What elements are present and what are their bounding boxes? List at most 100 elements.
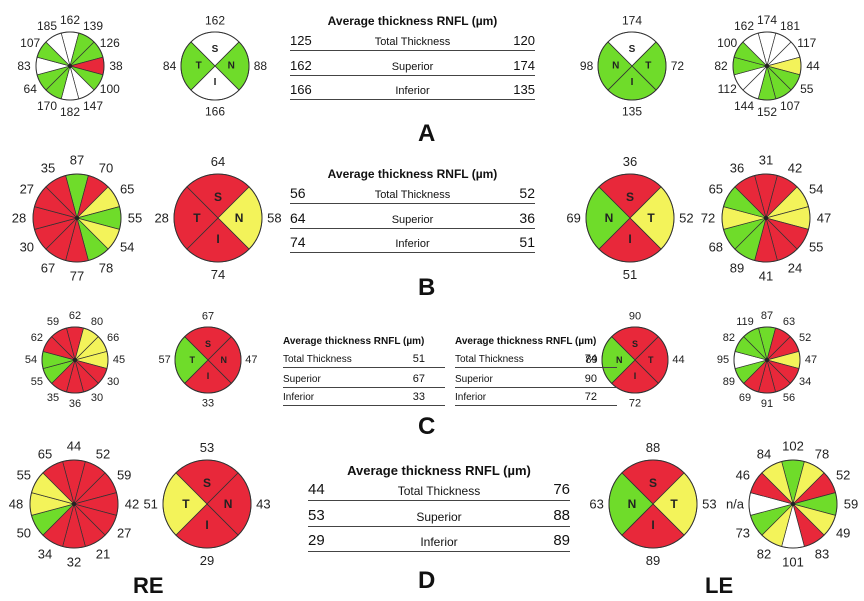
re-c-quadrant-chart: SN I T 67 47 33 57 xyxy=(158,311,257,410)
clock-label: 100 xyxy=(100,82,120,96)
clock-label: 48 xyxy=(9,497,23,512)
clock-label: 147 xyxy=(83,99,103,113)
table-row-inferior: 29 Inferior 89 xyxy=(308,528,570,552)
clock-label: 44 xyxy=(806,59,820,73)
row-label: Inferior xyxy=(420,535,458,549)
clock-label: 162 xyxy=(734,19,754,33)
re-value: 125 xyxy=(290,33,312,48)
clock-center xyxy=(765,358,769,362)
quadrant-letter: N xyxy=(612,61,619,72)
clock-label: 52 xyxy=(799,332,811,344)
table-row-superior: Superior 67 xyxy=(283,370,445,388)
clock-label: 73 xyxy=(736,526,750,541)
clock-label: 28 xyxy=(12,211,26,226)
clock-label: 77 xyxy=(70,269,84,284)
clock-outline xyxy=(732,31,802,101)
clock-label: 66 xyxy=(107,332,119,344)
row-label: Inferior xyxy=(395,238,430,250)
re-d-clock-chart: 44 52 59 42 27 21 32 34 50 48 55 65 xyxy=(9,439,139,570)
quadrant-letter: S xyxy=(629,44,636,55)
quadrant-value: 88 xyxy=(254,59,268,73)
clock-label: 52 xyxy=(96,446,110,461)
re-value: 162 xyxy=(290,58,312,73)
clock-label: 112 xyxy=(718,82,737,96)
row-label: Inferior xyxy=(455,392,487,403)
row-label: Superior xyxy=(455,374,493,385)
clock-label: 78 xyxy=(815,446,829,461)
clock-label: 44 xyxy=(67,439,81,454)
quadrant-letter: N xyxy=(235,211,244,225)
re-value: 33 xyxy=(412,391,425,403)
table-row-superior: 162 Superior 174 xyxy=(290,53,535,76)
clock-label: 82 xyxy=(723,332,735,344)
panel-letter-b: B xyxy=(418,274,436,301)
le-value: 88 xyxy=(553,507,570,524)
row-label: Superior xyxy=(283,374,321,385)
quadrant-value: 74 xyxy=(211,267,225,282)
clock-label: 55 xyxy=(128,211,142,226)
re-b-quadrant-chart: SN I T 64 58 74 28 xyxy=(154,154,281,282)
table-c-le: Average thickness RNFL (µm) Total Thickn… xyxy=(455,336,617,406)
quadrant-letter: I xyxy=(634,371,637,381)
quadrant-value: 88 xyxy=(646,440,660,455)
clock-label: 30 xyxy=(91,392,103,404)
quadrant-letter: N xyxy=(228,61,235,72)
clock-label: 34 xyxy=(38,547,52,562)
clock-center xyxy=(72,502,76,506)
clock-label: 36 xyxy=(69,398,81,410)
clock-label: 72 xyxy=(701,211,715,226)
row-label: Total Thickness xyxy=(283,354,352,365)
quadrant-value: 51 xyxy=(623,267,637,282)
quadrant-value: 166 xyxy=(205,104,225,118)
clock-label: 54 xyxy=(25,354,37,366)
table-title: Average thickness RNFL (µm) xyxy=(327,167,498,181)
clock-center xyxy=(73,358,77,362)
le-value: 52 xyxy=(519,185,535,201)
quadrant-letter: I xyxy=(205,518,208,532)
clock-outline xyxy=(35,31,105,101)
quadrant-value: 98 xyxy=(580,59,594,73)
quadrant-letter: S xyxy=(632,339,638,349)
clock-label: 101 xyxy=(782,555,804,570)
clock-label: 49 xyxy=(836,526,850,541)
clock-label: 102 xyxy=(782,439,804,454)
table-row-inferior: 74 Inferior 51 xyxy=(290,230,535,253)
row-label: Inferior xyxy=(395,85,430,97)
clock-label: 152 xyxy=(757,105,777,119)
table-row-total: 125 Total Thickness 120 xyxy=(290,28,535,51)
clock-label: 182 xyxy=(60,105,80,119)
table-row-total: 56 Total Thickness 52 xyxy=(290,181,535,204)
clock-label: 55 xyxy=(809,240,823,255)
clock-label: 54 xyxy=(120,240,134,255)
table-a: Average thickness RNFL (µm) 125 Total Th… xyxy=(290,14,535,100)
clock-label: 65 xyxy=(709,182,723,197)
clock-label: 35 xyxy=(41,160,55,175)
clock-label: 174 xyxy=(757,13,777,27)
re-value: 166 xyxy=(290,82,312,97)
clock-label: 54 xyxy=(809,182,823,197)
re-value: 56 xyxy=(290,185,306,201)
eye-label-right: RE xyxy=(133,573,164,598)
clock-center xyxy=(68,64,72,68)
quadrant-letter: I xyxy=(651,518,654,532)
table-c-re: Average thickness RNFL (µm) Total Thickn… xyxy=(283,336,445,406)
quadrant-letter: T xyxy=(670,497,678,511)
clock-outline xyxy=(29,459,119,549)
clock-label: 42 xyxy=(125,497,139,512)
clock-label: 64 xyxy=(24,82,38,96)
quadrant-letter: S xyxy=(649,476,657,490)
quadrant-letter: N xyxy=(628,497,637,511)
quadrant-value: 63 xyxy=(589,497,603,512)
clock-center xyxy=(75,216,79,220)
clock-label: 144 xyxy=(734,99,754,113)
quadrant-value: 28 xyxy=(154,211,168,226)
le-value: 36 xyxy=(519,210,535,226)
quadrant-outline xyxy=(585,173,675,263)
re-value: 51 xyxy=(412,353,425,365)
le-value: 72 xyxy=(584,391,597,403)
clock-label: 89 xyxy=(723,376,735,388)
re-value: 29 xyxy=(308,532,325,549)
clock-label: 34 xyxy=(799,376,811,388)
